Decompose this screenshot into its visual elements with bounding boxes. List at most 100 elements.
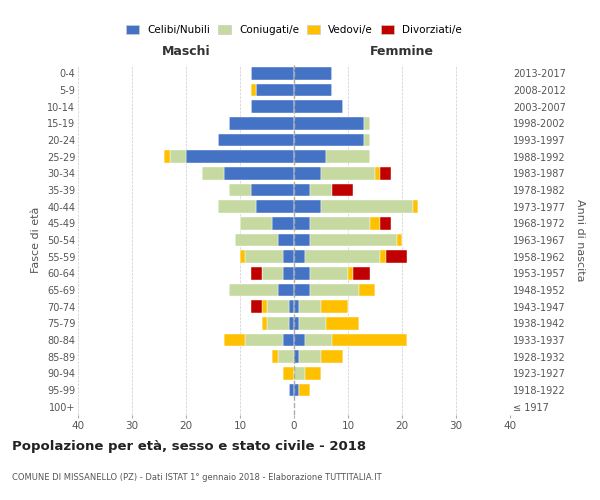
Bar — [310, 184, 332, 196]
Bar — [229, 117, 294, 130]
Bar — [380, 167, 391, 179]
Bar — [294, 300, 299, 313]
Bar — [294, 317, 299, 330]
Bar — [294, 134, 364, 146]
Bar — [229, 284, 278, 296]
Bar — [310, 284, 359, 296]
Bar — [245, 334, 283, 346]
Bar — [294, 267, 310, 280]
Bar — [294, 217, 310, 230]
Bar — [326, 317, 359, 330]
Bar — [294, 67, 332, 80]
Bar — [251, 67, 294, 80]
Y-axis label: Anni di nascita: Anni di nascita — [575, 198, 585, 281]
Bar — [294, 350, 299, 363]
Bar — [370, 217, 380, 230]
Bar — [272, 217, 294, 230]
Bar — [413, 200, 418, 213]
Bar — [364, 134, 370, 146]
Bar — [305, 334, 332, 346]
Bar — [321, 350, 343, 363]
Bar — [262, 267, 283, 280]
Bar — [332, 334, 407, 346]
Bar — [359, 284, 375, 296]
Bar — [305, 367, 321, 380]
Bar — [294, 200, 321, 213]
Bar — [294, 117, 364, 130]
Bar — [305, 250, 380, 263]
Text: Femmine: Femmine — [370, 46, 434, 59]
Bar — [272, 350, 278, 363]
Bar — [267, 317, 289, 330]
Bar — [375, 167, 380, 179]
Bar — [326, 150, 370, 163]
Bar — [299, 350, 321, 363]
Bar — [251, 84, 256, 96]
Bar — [186, 150, 294, 163]
Bar — [294, 234, 310, 246]
Bar — [299, 384, 310, 396]
Bar — [294, 367, 305, 380]
Bar — [294, 84, 332, 96]
Bar — [310, 267, 348, 280]
Bar — [283, 250, 294, 263]
Bar — [262, 317, 267, 330]
Bar — [289, 384, 294, 396]
Bar — [299, 300, 321, 313]
Bar — [294, 100, 343, 113]
Bar — [348, 267, 353, 280]
Bar — [278, 234, 294, 246]
Bar — [310, 217, 370, 230]
Bar — [224, 334, 245, 346]
Bar — [310, 234, 397, 246]
Bar — [289, 317, 294, 330]
Bar — [278, 284, 294, 296]
Bar — [256, 200, 294, 213]
Bar — [294, 384, 299, 396]
Bar — [332, 184, 353, 196]
Text: Popolazione per età, sesso e stato civile - 2018: Popolazione per età, sesso e stato civil… — [12, 440, 366, 453]
Bar — [283, 334, 294, 346]
Bar — [164, 150, 170, 163]
Bar — [251, 267, 262, 280]
Text: Maschi: Maschi — [161, 46, 211, 59]
Bar — [202, 167, 224, 179]
Bar — [251, 100, 294, 113]
Y-axis label: Fasce di età: Fasce di età — [31, 207, 41, 273]
Bar — [321, 167, 375, 179]
Bar — [245, 250, 283, 263]
Bar — [229, 184, 251, 196]
Bar — [267, 300, 289, 313]
Bar — [380, 217, 391, 230]
Bar — [397, 234, 402, 246]
Bar — [294, 284, 310, 296]
Legend: Celibi/Nubili, Coniugati/e, Vedovi/e, Divorziati/e: Celibi/Nubili, Coniugati/e, Vedovi/e, Di… — [126, 24, 462, 35]
Bar — [224, 167, 294, 179]
Bar — [299, 317, 326, 330]
Bar — [218, 134, 294, 146]
Bar — [240, 217, 272, 230]
Bar — [278, 350, 294, 363]
Bar — [353, 267, 370, 280]
Bar — [380, 250, 386, 263]
Bar — [283, 267, 294, 280]
Bar — [235, 234, 278, 246]
Bar — [218, 200, 256, 213]
Bar — [251, 184, 294, 196]
Bar — [283, 367, 294, 380]
Bar — [294, 184, 310, 196]
Bar — [294, 250, 305, 263]
Bar — [240, 250, 245, 263]
Bar — [294, 334, 305, 346]
Text: COMUNE DI MISSANELLO (PZ) - Dati ISTAT 1° gennaio 2018 - Elaborazione TUTTITALIA: COMUNE DI MISSANELLO (PZ) - Dati ISTAT 1… — [12, 473, 382, 482]
Bar — [256, 84, 294, 96]
Bar — [321, 200, 413, 213]
Bar — [294, 167, 321, 179]
Bar — [170, 150, 186, 163]
Bar — [294, 150, 326, 163]
Bar — [386, 250, 407, 263]
Bar — [289, 300, 294, 313]
Bar — [364, 117, 370, 130]
Bar — [321, 300, 348, 313]
Bar — [251, 300, 262, 313]
